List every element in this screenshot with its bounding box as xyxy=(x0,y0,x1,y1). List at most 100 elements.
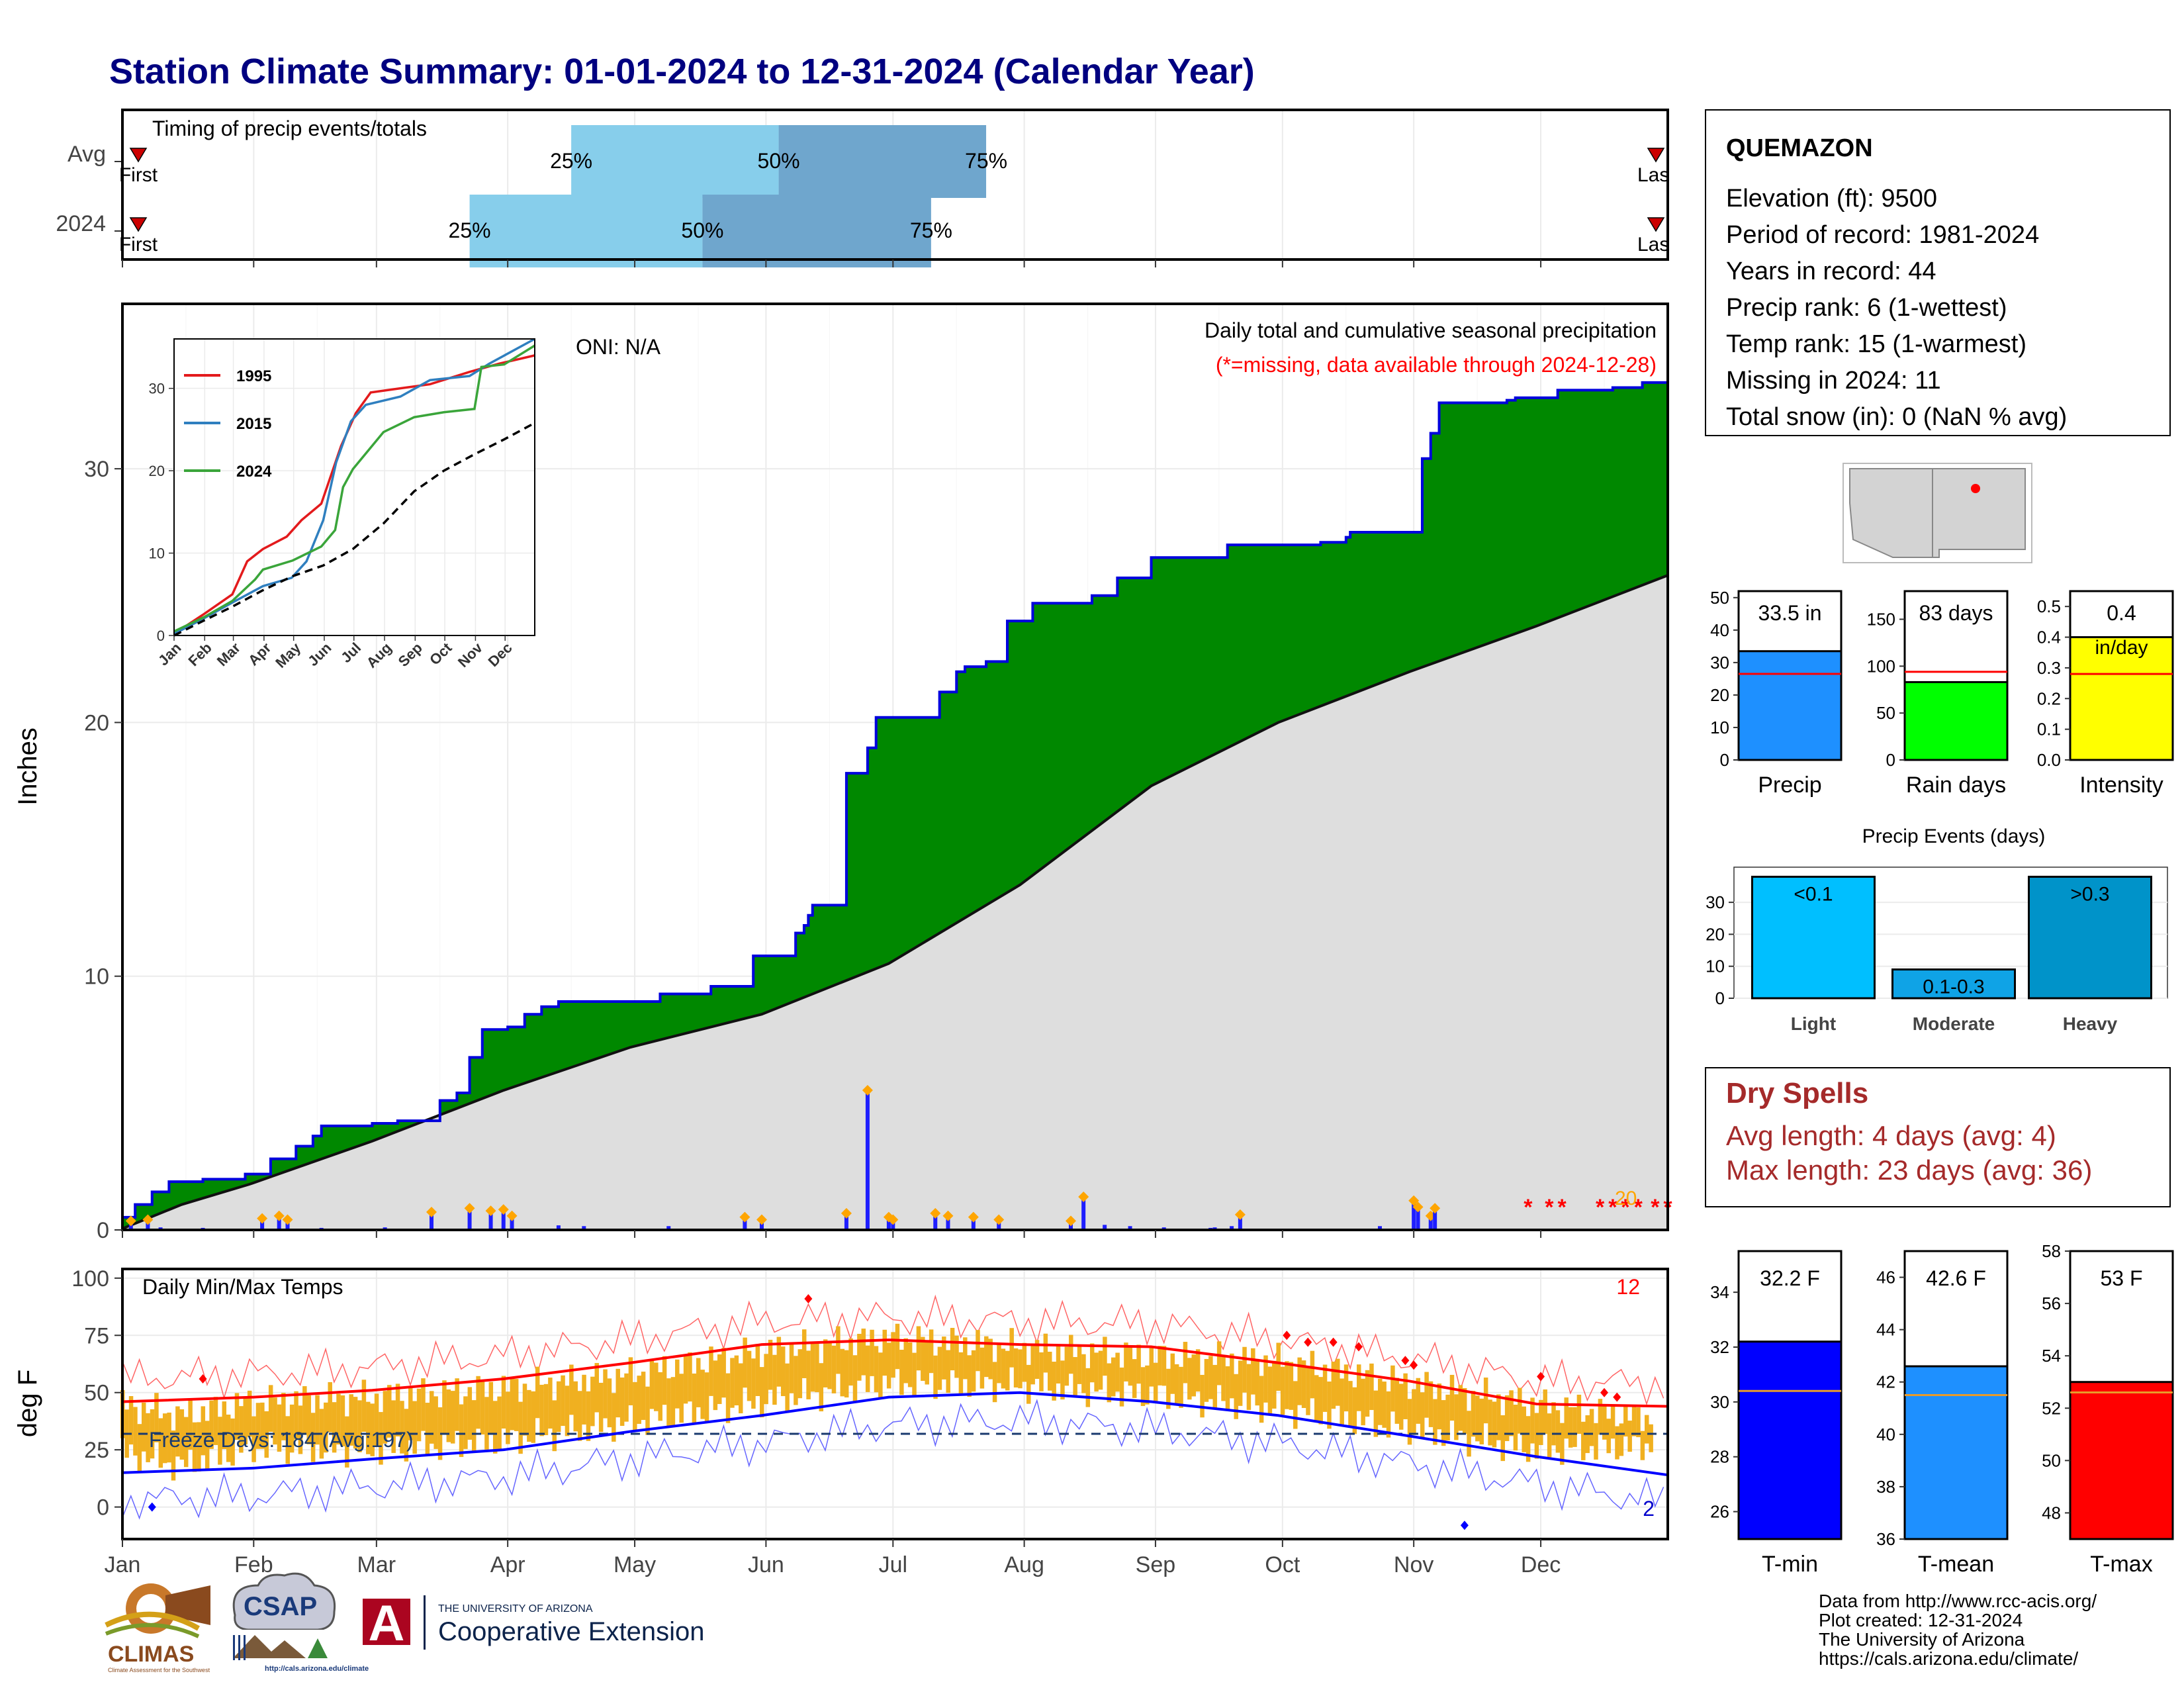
daily-temp-bar xyxy=(615,1368,620,1418)
daily-precip-marker xyxy=(739,1211,751,1223)
daily-temp-bar xyxy=(1318,1377,1323,1425)
daily-temp-bar xyxy=(1449,1374,1455,1421)
daily-temp-bar xyxy=(1191,1354,1197,1397)
daily-temp-bar xyxy=(979,1347,985,1389)
daily-temp-bar xyxy=(1576,1394,1582,1434)
daily-temp-bar xyxy=(878,1352,883,1399)
daily-temp-bar xyxy=(654,1362,659,1411)
daily-temp-bar xyxy=(1230,1353,1234,1399)
daily-temp-bar xyxy=(721,1348,726,1398)
daily-temp-bar xyxy=(1022,1342,1027,1382)
daily-temp-bar xyxy=(1238,1360,1243,1406)
inset-legend-label: 2024 xyxy=(236,463,272,481)
daily-temp-bar xyxy=(527,1389,531,1442)
daily-precip-marker xyxy=(125,1215,136,1227)
timing-bar-q1 xyxy=(571,125,779,198)
daily-temp-bar xyxy=(1568,1407,1573,1448)
daily-temp-bar xyxy=(471,1400,477,1453)
daily-temp-bar xyxy=(776,1336,782,1387)
record-low-marker xyxy=(148,1502,156,1512)
daily-temp-bar xyxy=(988,1338,993,1380)
daily-temp-bar xyxy=(1547,1413,1552,1458)
temp-panel: 0 25 50 75 100 deg F Daily Min/Max Temps Fre… xyxy=(13,1266,1669,1540)
daily-temp-bar xyxy=(612,1393,616,1442)
daily-temp-bar xyxy=(895,1323,900,1370)
daily-temp-bar xyxy=(548,1378,553,1429)
daily-temp-bar xyxy=(201,1406,206,1456)
dry-spells-box: Dry Spells Avg length: 4 days (avg: 4) M… xyxy=(1705,1067,2171,1207)
events-bar-label: Heavy xyxy=(2063,1013,2118,1034)
first-marker xyxy=(129,217,148,232)
daily-temp-bar xyxy=(1322,1364,1328,1412)
temp-summary-y-tick-label: 38 xyxy=(1876,1477,1895,1497)
daily-temp-bar xyxy=(1179,1366,1183,1408)
daily-temp-bar xyxy=(912,1352,917,1397)
last-label: Las xyxy=(1637,164,1669,186)
daily-temp-bar xyxy=(1145,1365,1150,1405)
timing-bar-q2 xyxy=(778,125,987,198)
daily-temp-bar xyxy=(1285,1361,1289,1409)
station-info-line: Total snow (in): 0 (NaN % avg) xyxy=(1726,403,2067,431)
daily-temp-bar xyxy=(302,1386,307,1435)
daily-temp-bar xyxy=(624,1373,629,1422)
daily-temp-bar xyxy=(552,1400,557,1452)
daily-temp-bar xyxy=(205,1421,210,1470)
daily-temp-bar xyxy=(1327,1382,1332,1429)
timing-pct-label: 75% xyxy=(965,149,1007,173)
daily-temp-bar xyxy=(1081,1354,1086,1393)
daily-temp-bar xyxy=(831,1345,837,1393)
daily-temp-bar xyxy=(772,1354,777,1405)
daily-temp-bar xyxy=(158,1418,163,1468)
daily-temp-bar xyxy=(963,1337,968,1380)
daily-temp-bar xyxy=(1005,1350,1010,1391)
daily-precip-marker xyxy=(968,1211,979,1223)
daily-precip-bar xyxy=(260,1221,265,1230)
daily-temp-bar xyxy=(857,1333,862,1381)
daily-temp-bar xyxy=(1034,1340,1040,1380)
daily-precip-bar xyxy=(146,1222,150,1230)
daily-precip-bar xyxy=(1103,1225,1107,1230)
daily-temp-bar xyxy=(234,1393,240,1440)
daily-temp-bar xyxy=(794,1356,798,1405)
daily-temp-bar xyxy=(1001,1348,1006,1389)
timing-row-label-2024: 2024 xyxy=(56,211,106,236)
record-high-marker xyxy=(1329,1337,1338,1347)
daily-temp-bar xyxy=(1119,1367,1124,1407)
daily-temp-bar xyxy=(730,1358,735,1408)
temp-summary-bar-t-min xyxy=(1737,1340,1843,1540)
daily-temp-bar xyxy=(1111,1357,1116,1397)
timing-row-label-avg: Avg xyxy=(68,142,106,167)
daily-temp-bar xyxy=(1649,1424,1653,1452)
inset-series-2024 xyxy=(173,344,535,633)
events-title: Precip Events (days) xyxy=(1862,825,2046,847)
missing-day-marker: * xyxy=(1651,1195,1660,1220)
daily-temp-bar xyxy=(366,1401,371,1454)
daily-temp-bar xyxy=(416,1388,422,1442)
min-count: 2 xyxy=(1643,1497,1655,1521)
daily-temp-bar xyxy=(717,1354,722,1404)
daily-temp-bar xyxy=(1077,1345,1082,1384)
daily-temp-bar xyxy=(573,1381,578,1432)
daily-temp-bar xyxy=(1343,1364,1349,1412)
temp-summary-y-tick-label: 30 xyxy=(1710,1392,1729,1412)
daily-temp-bar xyxy=(340,1395,345,1446)
daily-temp-bar xyxy=(1361,1378,1365,1426)
daily-temp-bar xyxy=(315,1395,320,1445)
daily-temp-bar xyxy=(734,1355,739,1406)
avg-min-line xyxy=(122,1391,1668,1477)
daily-temp-bar xyxy=(1293,1381,1298,1429)
daily-temp-bar xyxy=(1560,1423,1565,1465)
daily-temp-bar xyxy=(162,1413,167,1464)
daily-precip-marker xyxy=(1065,1215,1076,1227)
daily-temp-bar xyxy=(1488,1399,1492,1446)
events-bar-label: Moderate xyxy=(1913,1013,1995,1034)
missing-day-marker: * xyxy=(1557,1195,1567,1220)
daily-temp-bar xyxy=(1471,1391,1476,1437)
daily-temp-bar xyxy=(395,1383,400,1436)
daily-temp-bar xyxy=(1263,1355,1268,1403)
daily-temp-bar xyxy=(709,1346,713,1396)
daily-temp-bar xyxy=(510,1378,515,1430)
daily-temp-bar xyxy=(743,1337,747,1388)
daily-temp-bar xyxy=(1594,1423,1598,1460)
daily-temp-bar xyxy=(598,1382,604,1432)
